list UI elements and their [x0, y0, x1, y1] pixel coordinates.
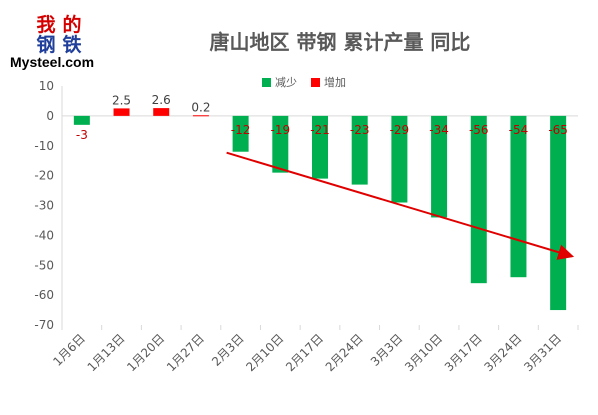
data-label-1: -3: [76, 128, 88, 142]
mysteel-logo: 我 的 钢 铁 Mysteel.com: [10, 14, 120, 74]
x-tick-label: 3月17日: [442, 331, 485, 374]
data-label-8: -23: [350, 123, 370, 137]
y-tick-label: -30: [34, 199, 54, 213]
bar-11: [470, 115, 487, 284]
bar-10: [431, 115, 448, 218]
x-tick-label: 2月3日: [209, 331, 247, 369]
data-label-2: 2.5: [112, 93, 131, 107]
bar-7: [312, 115, 328, 179]
legend-item-increase: 增加: [311, 74, 346, 90]
x-tick-label: 1月20日: [124, 331, 167, 374]
x-tick-label: 2月17日: [283, 331, 326, 374]
x-tick-label: 3月24日: [482, 331, 525, 374]
x-tick-label: 3月3日: [368, 331, 406, 369]
bar-4: [192, 115, 209, 117]
data-label-10: -34: [429, 123, 449, 137]
logo-char-4: 铁: [62, 34, 82, 56]
y-tick-label: -70: [34, 318, 54, 332]
y-tick-label: -50: [34, 258, 54, 272]
data-label-9: -29: [390, 123, 410, 137]
x-tick-label: 3月31日: [521, 331, 564, 374]
chart-legend: 减少 增加: [262, 74, 354, 90]
bar-13: [550, 115, 567, 311]
data-label-5: -12: [231, 123, 251, 137]
logo-char-2: 的: [62, 14, 82, 36]
x-tick-label: 1月6日: [50, 331, 88, 369]
y-tick-label: -20: [34, 169, 54, 183]
x-tick-label: 2月24日: [323, 331, 366, 374]
data-label-3: 2.6: [152, 93, 171, 107]
x-tick-label: 1月13日: [85, 331, 128, 374]
y-tick-label: 0: [46, 109, 54, 123]
legend-item-decrease: 减少: [262, 74, 297, 90]
bar-5: [232, 115, 249, 152]
x-tick-label: 1月27日: [164, 331, 207, 374]
logo-char-1: 我: [36, 14, 56, 36]
y-tick-label: -60: [34, 288, 54, 302]
bar-6: [272, 115, 289, 173]
x-tick-label: 3月10日: [402, 331, 445, 374]
bar-9: [391, 115, 408, 203]
legend-label-decrease: 减少: [275, 76, 297, 89]
legend-label-increase: 增加: [324, 76, 346, 89]
data-label-12: -54: [509, 123, 529, 137]
y-tick-label: -40: [34, 228, 54, 242]
data-label-13: -65: [548, 123, 568, 137]
logo-text: Mysteel.com: [10, 54, 95, 70]
data-label-4: 0.2: [191, 100, 210, 114]
trend-arrow: [226, 151, 575, 260]
bar-2: [113, 108, 130, 116]
y-tick-label: -10: [34, 139, 54, 153]
data-label-6: -19: [271, 123, 291, 137]
legend-swatch-increase: [311, 77, 320, 87]
logo-char-3: 钢: [36, 34, 56, 56]
bar-8: [351, 115, 368, 185]
bar-1: [73, 115, 90, 125]
x-tick-label: 2月10日: [243, 331, 286, 374]
data-label-11: -56: [469, 123, 489, 137]
data-label-7: -21: [310, 123, 330, 137]
bar-3: [153, 108, 170, 116]
y-tick-label: 10: [39, 79, 54, 93]
legend-swatch-decrease: [262, 77, 271, 87]
bar-12: [510, 115, 527, 278]
chart-title: 唐山地区 带钢 累计产量 同比: [209, 30, 471, 54]
